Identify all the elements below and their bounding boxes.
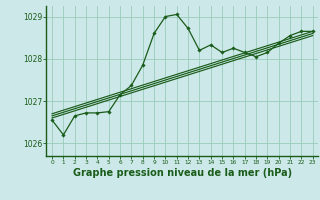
X-axis label: Graphe pression niveau de la mer (hPa): Graphe pression niveau de la mer (hPa)	[73, 168, 292, 178]
